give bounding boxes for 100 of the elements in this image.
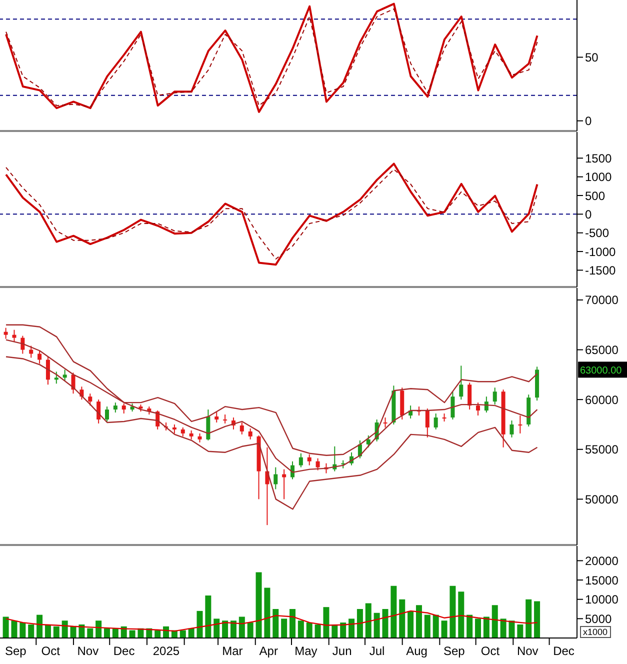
candlestick bbox=[214, 411, 219, 423]
bar bbox=[298, 620, 304, 638]
y-tick-label: 70000 bbox=[585, 293, 619, 308]
y-tick-label: -1000 bbox=[585, 244, 616, 259]
bar bbox=[356, 609, 363, 638]
candlestick bbox=[450, 391, 455, 420]
bar bbox=[306, 622, 312, 638]
y-tick-label: 15000 bbox=[585, 573, 619, 588]
bar bbox=[517, 624, 524, 638]
candlestick bbox=[240, 422, 244, 435]
bar bbox=[2, 616, 9, 638]
bar bbox=[247, 622, 254, 638]
candlestick bbox=[122, 403, 126, 414]
bar bbox=[238, 616, 245, 638]
x-tick-label: Jul bbox=[369, 644, 385, 658]
bar bbox=[214, 618, 220, 638]
candlestick bbox=[459, 365, 464, 400]
candlestick bbox=[298, 452, 303, 468]
line-series bbox=[5, 356, 538, 510]
y-tick-label: 500 bbox=[585, 188, 606, 203]
bar bbox=[281, 618, 288, 638]
candlestick bbox=[476, 402, 480, 416]
y-tick-label: 1500 bbox=[585, 151, 612, 166]
x-tick-label: 2025 bbox=[152, 644, 180, 658]
bar bbox=[348, 618, 355, 638]
bar bbox=[450, 586, 456, 638]
candlestick bbox=[104, 406, 109, 422]
bar bbox=[222, 620, 228, 638]
candlestick bbox=[434, 413, 438, 430]
bar bbox=[180, 630, 186, 638]
bar bbox=[500, 618, 506, 638]
y-tick-label: 0 bbox=[585, 114, 592, 128]
text: 63000.00 bbox=[580, 366, 622, 377]
candlestick bbox=[366, 434, 370, 448]
candlestick bbox=[88, 393, 92, 406]
bar bbox=[365, 603, 372, 638]
bar bbox=[416, 605, 422, 638]
y-tick-label: 50000 bbox=[585, 492, 619, 506]
y-tick-label: 60000 bbox=[585, 392, 619, 407]
y-tick-label: 10000 bbox=[585, 592, 619, 607]
bar bbox=[441, 620, 448, 638]
bar bbox=[264, 588, 270, 638]
x-tick-label: Sep bbox=[4, 644, 27, 658]
x-tick-label: Apr bbox=[259, 644, 278, 658]
y-tick-label: 20000 bbox=[585, 554, 619, 568]
candlestick bbox=[274, 466, 278, 490]
bar bbox=[534, 601, 540, 638]
bar bbox=[62, 620, 68, 638]
candlestick bbox=[4, 327, 8, 340]
bar bbox=[424, 614, 430, 638]
candlestick bbox=[316, 458, 320, 471]
bar bbox=[272, 609, 279, 638]
bar bbox=[11, 620, 18, 638]
y-tick-label: 0 bbox=[585, 207, 592, 222]
x-tick-label: Mar bbox=[222, 644, 243, 658]
y-tick-label: 65000 bbox=[585, 343, 619, 358]
bar bbox=[96, 620, 102, 638]
candlestick bbox=[206, 409, 210, 441]
candlestick bbox=[468, 382, 472, 410]
candlestick bbox=[38, 350, 42, 364]
bar bbox=[205, 595, 212, 638]
bar bbox=[129, 630, 136, 638]
bar bbox=[492, 605, 498, 638]
line-series bbox=[5, 610, 538, 632]
candlestick bbox=[510, 420, 514, 438]
bar bbox=[104, 628, 110, 638]
candlestick bbox=[307, 454, 312, 466]
candlestick bbox=[20, 335, 25, 354]
y-tick-label: 55000 bbox=[585, 442, 619, 457]
bar bbox=[70, 626, 76, 638]
bar bbox=[323, 607, 330, 638]
x-tick-label: Dec bbox=[553, 644, 574, 658]
bar bbox=[475, 618, 482, 638]
candlestick bbox=[425, 408, 430, 438]
candlestick bbox=[54, 371, 58, 384]
y-tick-label: 50 bbox=[585, 50, 599, 64]
bar bbox=[458, 592, 464, 638]
candlestick bbox=[484, 396, 488, 414]
bar bbox=[382, 609, 388, 638]
bar bbox=[230, 620, 236, 638]
x-tick-label: Nov bbox=[77, 644, 99, 658]
bar bbox=[36, 614, 43, 638]
bar bbox=[408, 610, 414, 638]
x-tick-label: Sep bbox=[443, 644, 466, 658]
candlestick bbox=[518, 415, 522, 434]
candlestick bbox=[96, 399, 101, 424]
candlestick bbox=[282, 468, 286, 500]
y-tick-label: -500 bbox=[585, 226, 610, 240]
bar bbox=[314, 624, 321, 638]
y-tick-label: 5000 bbox=[585, 612, 612, 626]
bar bbox=[374, 612, 380, 638]
bar bbox=[196, 610, 203, 638]
bar bbox=[256, 572, 262, 638]
x-tick-label: Dec bbox=[113, 644, 135, 658]
x-tick-label: Oct bbox=[480, 644, 500, 658]
candlestick bbox=[46, 356, 50, 386]
candlestick bbox=[12, 329, 16, 342]
candlestick bbox=[383, 416, 388, 428]
bar bbox=[399, 599, 406, 638]
bar bbox=[508, 620, 515, 638]
